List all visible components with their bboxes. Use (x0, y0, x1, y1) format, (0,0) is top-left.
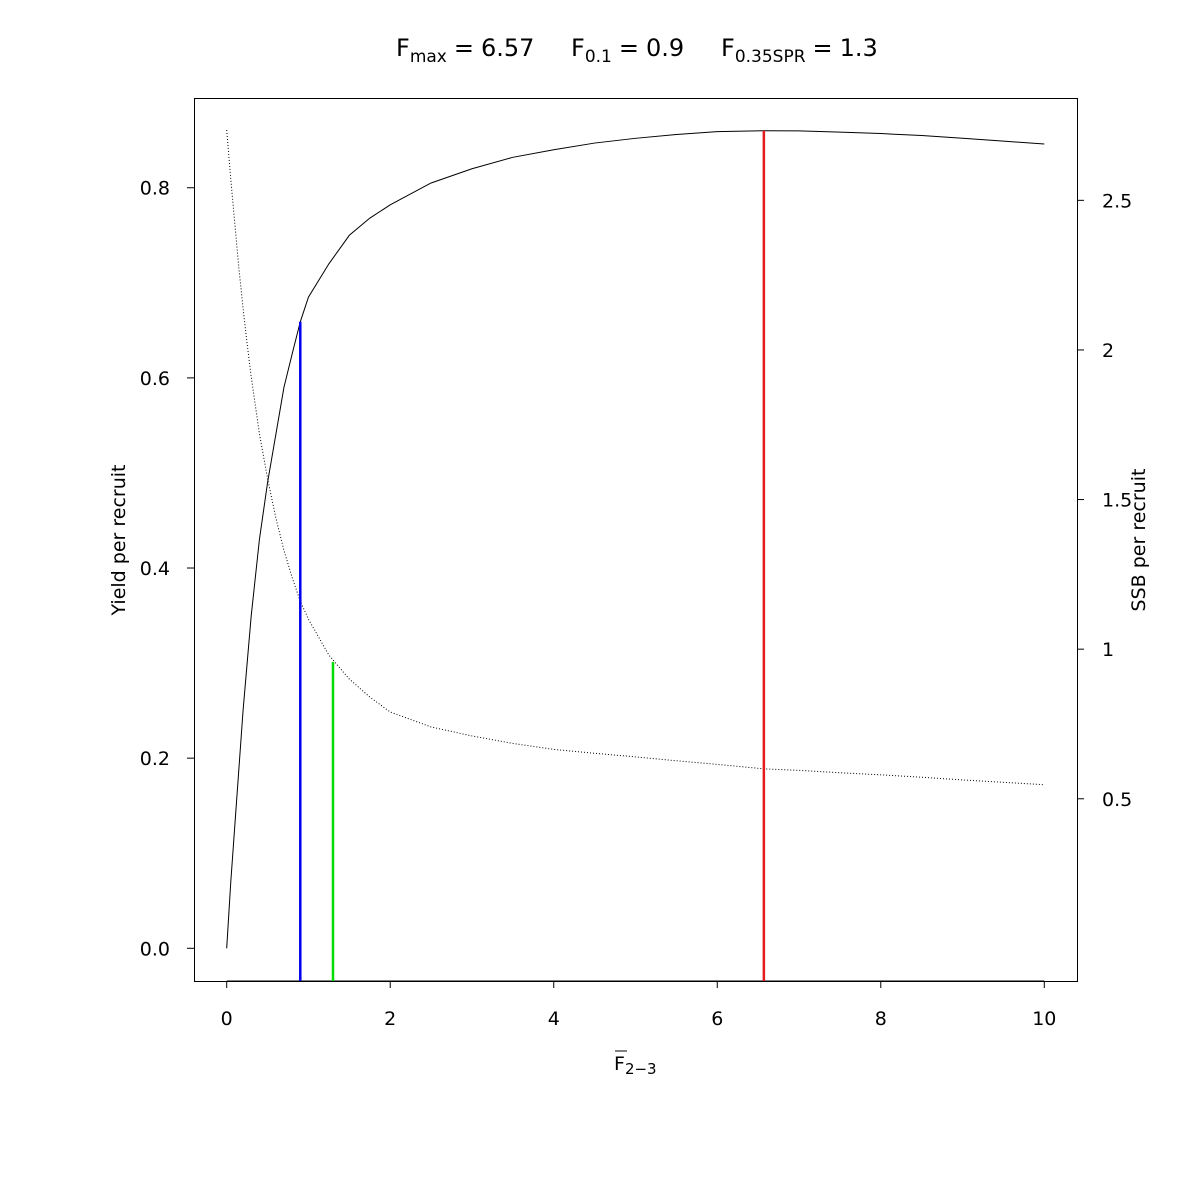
y2-tick-label: 1.5 (1102, 490, 1132, 512)
y2-tick-label: 0.5 (1102, 789, 1132, 811)
x-tick-label: 2 (384, 1008, 396, 1030)
title-subscript: 0.1 (585, 47, 612, 67)
data-line (226, 129, 1045, 786)
title-relation: = (813, 34, 833, 62)
title-relation: = (454, 34, 474, 62)
title-value: 6.57 (481, 34, 534, 62)
x-tick-label: 8 (875, 1008, 887, 1030)
y2-tick-label: 2 (1102, 340, 1114, 362)
y-tick-label: 0.8 (140, 178, 170, 200)
y-tick-label: 0.2 (140, 748, 170, 770)
title-value: 1.3 (840, 34, 878, 62)
x-axis-label: F2−3 (614, 1053, 657, 1078)
title-symbol: F (571, 34, 585, 62)
y-tick-label: 0.0 (140, 938, 170, 960)
x-label-subscript: 2−3 (625, 1060, 657, 1078)
title-part: Fmax = 6.57 (396, 34, 534, 67)
x-tick-label: 10 (1032, 1008, 1056, 1030)
x-tick-label: 0 (221, 1008, 233, 1030)
y2-axis-label: SSB per recruit (1128, 469, 1150, 612)
data-line (226, 130, 1045, 949)
y-tick-label: 0.6 (140, 368, 170, 390)
title-symbol: F (396, 34, 410, 62)
title-subscript: 0.35SPR (735, 47, 806, 67)
title-value: 0.9 (646, 34, 684, 62)
title-part: F0.1 = 0.9 (571, 34, 684, 67)
title-part: F0.35SPR = 1.3 (721, 34, 878, 67)
y-axis-label: Yield per recruit (108, 465, 130, 617)
title-subscript: max (410, 47, 447, 67)
title-symbol: F (721, 34, 735, 62)
plot-frame (194, 98, 1078, 982)
y2-tick-label: 1 (1102, 639, 1114, 661)
x-tick-label: 6 (711, 1008, 723, 1030)
x-tick-label: 4 (548, 1008, 560, 1030)
x-label-symbol: F (614, 1053, 625, 1075)
y-tick-label: 0.4 (140, 558, 170, 580)
title-relation: = (619, 34, 639, 62)
y2-tick-label: 2.5 (1102, 190, 1132, 212)
